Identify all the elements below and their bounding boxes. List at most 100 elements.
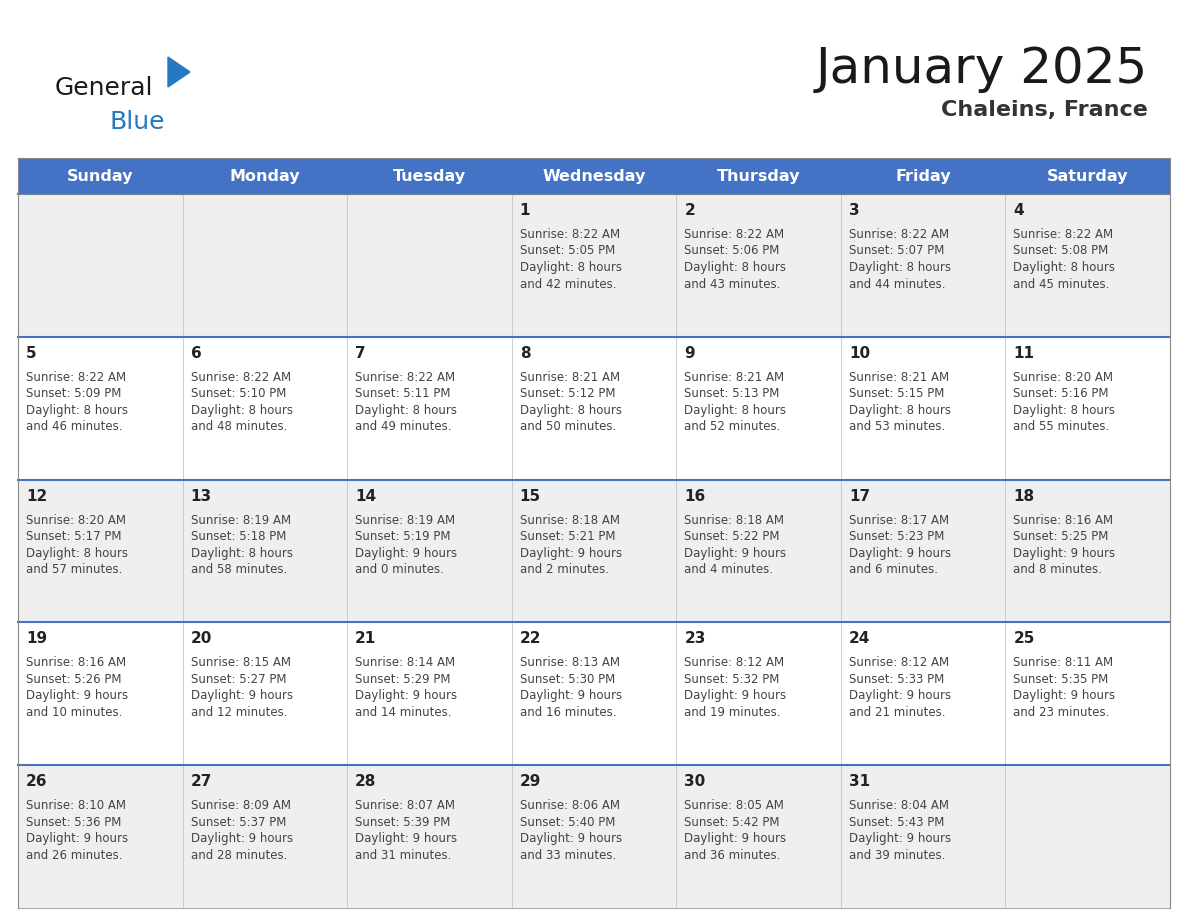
- Text: 28: 28: [355, 774, 377, 789]
- Text: 29: 29: [519, 774, 541, 789]
- Text: Monday: Monday: [229, 169, 301, 184]
- Bar: [18, 194, 1170, 337]
- Text: and 12 minutes.: and 12 minutes.: [190, 706, 287, 719]
- Text: 14: 14: [355, 488, 377, 504]
- Text: Daylight: 8 hours: Daylight: 8 hours: [684, 404, 786, 417]
- Bar: [18, 766, 1170, 908]
- Text: and 33 minutes.: and 33 minutes.: [519, 849, 615, 862]
- Text: General: General: [55, 76, 153, 100]
- Text: Sunset: 5:13 PM: Sunset: 5:13 PM: [684, 387, 779, 400]
- Text: Sunrise: 8:16 AM: Sunrise: 8:16 AM: [26, 656, 126, 669]
- Text: Daylight: 9 hours: Daylight: 9 hours: [190, 833, 292, 845]
- Text: Daylight: 9 hours: Daylight: 9 hours: [190, 689, 292, 702]
- Text: Daylight: 9 hours: Daylight: 9 hours: [849, 689, 950, 702]
- Text: Sunrise: 8:09 AM: Sunrise: 8:09 AM: [190, 800, 291, 812]
- Text: Daylight: 9 hours: Daylight: 9 hours: [355, 546, 457, 560]
- Text: and 19 minutes.: and 19 minutes.: [684, 706, 781, 719]
- Text: Sunrise: 8:21 AM: Sunrise: 8:21 AM: [684, 371, 784, 384]
- Text: and 46 minutes.: and 46 minutes.: [26, 420, 122, 433]
- Text: and 14 minutes.: and 14 minutes.: [355, 706, 451, 719]
- Text: Sunset: 5:06 PM: Sunset: 5:06 PM: [684, 244, 779, 258]
- Text: Daylight: 8 hours: Daylight: 8 hours: [1013, 261, 1116, 274]
- Text: Chaleins, France: Chaleins, France: [941, 100, 1148, 120]
- Text: Sunrise: 8:12 AM: Sunrise: 8:12 AM: [684, 656, 784, 669]
- Text: Daylight: 9 hours: Daylight: 9 hours: [355, 833, 457, 845]
- Text: Sunset: 5:29 PM: Sunset: 5:29 PM: [355, 673, 450, 686]
- Text: and 2 minutes.: and 2 minutes.: [519, 563, 608, 577]
- Text: Sunset: 5:26 PM: Sunset: 5:26 PM: [26, 673, 121, 686]
- Text: and 8 minutes.: and 8 minutes.: [1013, 563, 1102, 577]
- Text: 15: 15: [519, 488, 541, 504]
- Text: 30: 30: [684, 774, 706, 789]
- Text: Sunrise: 8:16 AM: Sunrise: 8:16 AM: [1013, 513, 1113, 527]
- Text: Sunset: 5:09 PM: Sunset: 5:09 PM: [26, 387, 121, 400]
- Text: Sunset: 5:35 PM: Sunset: 5:35 PM: [1013, 673, 1108, 686]
- Text: Sunrise: 8:19 AM: Sunrise: 8:19 AM: [190, 513, 291, 527]
- Bar: [18, 158, 1170, 194]
- Text: Daylight: 9 hours: Daylight: 9 hours: [849, 833, 950, 845]
- Text: Sunset: 5:05 PM: Sunset: 5:05 PM: [519, 244, 615, 258]
- Text: Sunrise: 8:04 AM: Sunrise: 8:04 AM: [849, 800, 949, 812]
- Text: and 57 minutes.: and 57 minutes.: [26, 563, 122, 577]
- Text: Sunrise: 8:22 AM: Sunrise: 8:22 AM: [1013, 228, 1113, 241]
- Text: Sunset: 5:25 PM: Sunset: 5:25 PM: [1013, 530, 1108, 543]
- Text: and 4 minutes.: and 4 minutes.: [684, 563, 773, 577]
- Text: and 48 minutes.: and 48 minutes.: [190, 420, 287, 433]
- Text: Sunrise: 8:13 AM: Sunrise: 8:13 AM: [519, 656, 620, 669]
- Text: and 39 minutes.: and 39 minutes.: [849, 849, 946, 862]
- Text: and 0 minutes.: and 0 minutes.: [355, 563, 444, 577]
- Text: and 23 minutes.: and 23 minutes.: [1013, 706, 1110, 719]
- Text: 22: 22: [519, 632, 542, 646]
- Text: and 50 minutes.: and 50 minutes.: [519, 420, 615, 433]
- Text: and 16 minutes.: and 16 minutes.: [519, 706, 617, 719]
- Text: and 28 minutes.: and 28 minutes.: [190, 849, 287, 862]
- Text: Sunset: 5:40 PM: Sunset: 5:40 PM: [519, 816, 615, 829]
- Text: 23: 23: [684, 632, 706, 646]
- Text: 12: 12: [26, 488, 48, 504]
- Bar: [18, 479, 1170, 622]
- Text: and 53 minutes.: and 53 minutes.: [849, 420, 946, 433]
- Text: Sunrise: 8:10 AM: Sunrise: 8:10 AM: [26, 800, 126, 812]
- Text: and 55 minutes.: and 55 minutes.: [1013, 420, 1110, 433]
- Text: 11: 11: [1013, 346, 1035, 361]
- Text: 27: 27: [190, 774, 211, 789]
- Text: Daylight: 8 hours: Daylight: 8 hours: [1013, 404, 1116, 417]
- Text: Sunrise: 8:22 AM: Sunrise: 8:22 AM: [355, 371, 455, 384]
- Text: Daylight: 8 hours: Daylight: 8 hours: [519, 261, 621, 274]
- Text: and 45 minutes.: and 45 minutes.: [1013, 277, 1110, 290]
- Text: 5: 5: [26, 346, 37, 361]
- Text: Daylight: 9 hours: Daylight: 9 hours: [355, 689, 457, 702]
- Text: and 42 minutes.: and 42 minutes.: [519, 277, 617, 290]
- Text: Daylight: 9 hours: Daylight: 9 hours: [684, 833, 786, 845]
- Text: 31: 31: [849, 774, 870, 789]
- Text: Sunset: 5:30 PM: Sunset: 5:30 PM: [519, 673, 615, 686]
- Text: Tuesday: Tuesday: [393, 169, 466, 184]
- Text: Daylight: 8 hours: Daylight: 8 hours: [190, 546, 292, 560]
- Text: Sunset: 5:08 PM: Sunset: 5:08 PM: [1013, 244, 1108, 258]
- Text: Daylight: 8 hours: Daylight: 8 hours: [26, 404, 128, 417]
- Text: Daylight: 9 hours: Daylight: 9 hours: [684, 689, 786, 702]
- Text: and 6 minutes.: and 6 minutes.: [849, 563, 937, 577]
- Text: Sunrise: 8:21 AM: Sunrise: 8:21 AM: [519, 371, 620, 384]
- Text: 17: 17: [849, 488, 870, 504]
- Text: Sunrise: 8:06 AM: Sunrise: 8:06 AM: [519, 800, 620, 812]
- Text: Sunrise: 8:05 AM: Sunrise: 8:05 AM: [684, 800, 784, 812]
- Text: Daylight: 9 hours: Daylight: 9 hours: [519, 546, 621, 560]
- Text: Daylight: 9 hours: Daylight: 9 hours: [519, 689, 621, 702]
- Text: Daylight: 8 hours: Daylight: 8 hours: [849, 404, 950, 417]
- Text: Sunrise: 8:22 AM: Sunrise: 8:22 AM: [26, 371, 126, 384]
- Text: Sunset: 5:07 PM: Sunset: 5:07 PM: [849, 244, 944, 258]
- Bar: [18, 337, 1170, 479]
- Text: Daylight: 8 hours: Daylight: 8 hours: [355, 404, 457, 417]
- Text: Sunset: 5:27 PM: Sunset: 5:27 PM: [190, 673, 286, 686]
- Text: Sunset: 5:18 PM: Sunset: 5:18 PM: [190, 530, 286, 543]
- Text: 16: 16: [684, 488, 706, 504]
- Text: 24: 24: [849, 632, 871, 646]
- Text: Daylight: 9 hours: Daylight: 9 hours: [26, 833, 128, 845]
- Text: 18: 18: [1013, 488, 1035, 504]
- Text: Blue: Blue: [110, 110, 165, 134]
- Text: and 52 minutes.: and 52 minutes.: [684, 420, 781, 433]
- Text: Daylight: 8 hours: Daylight: 8 hours: [190, 404, 292, 417]
- Text: and 21 minutes.: and 21 minutes.: [849, 706, 946, 719]
- Text: Sunset: 5:42 PM: Sunset: 5:42 PM: [684, 816, 779, 829]
